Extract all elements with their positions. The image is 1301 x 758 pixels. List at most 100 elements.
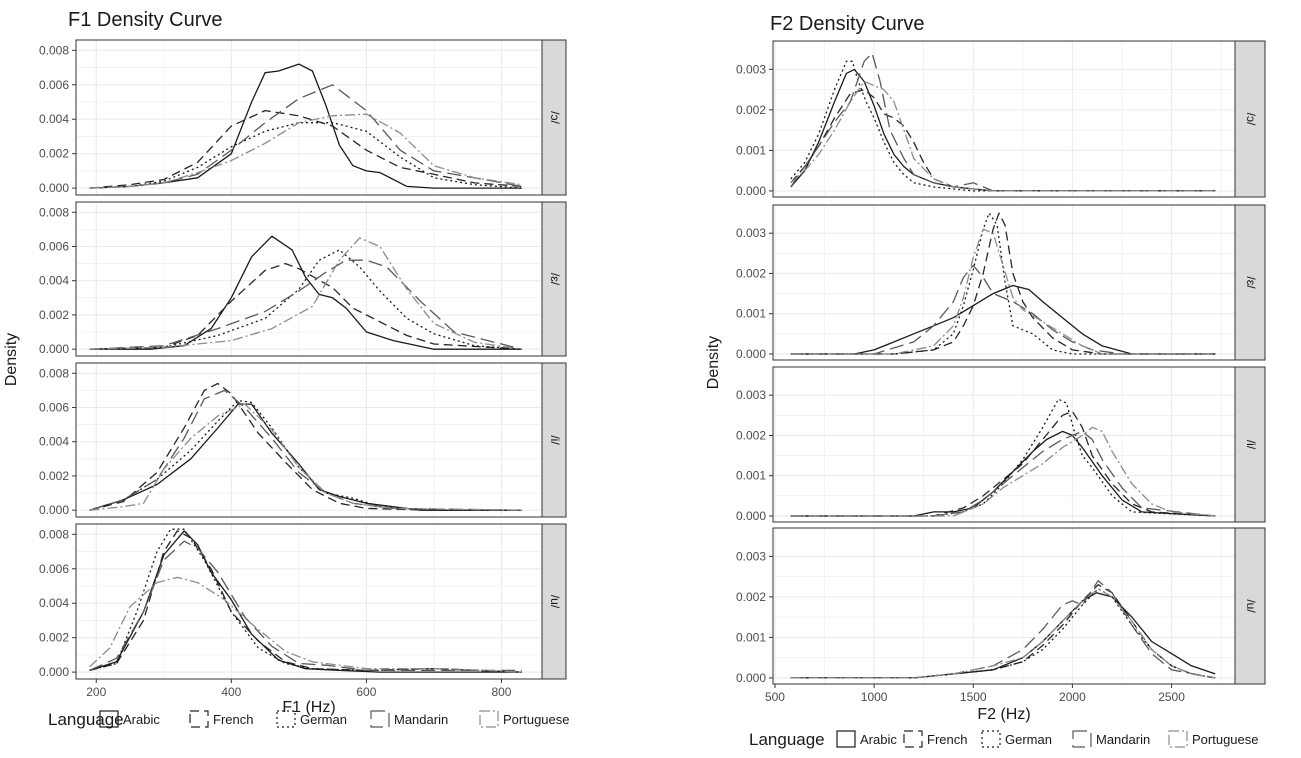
- y-tick-label: 0.002: [39, 469, 69, 483]
- series-line-portuguese: [89, 576, 522, 673]
- x-tick-label: 2000: [1059, 690, 1086, 704]
- x-tick-label: 500: [765, 690, 785, 704]
- legend-key-french: [189, 710, 209, 728]
- series-line-mandarin: [790, 264, 1216, 355]
- series-line-mandarin: [89, 540, 522, 672]
- facet-panel: 0.000 0.002 0.004 0.006 0.008/ɛ/: [39, 201, 567, 357]
- series-line-german: [89, 122, 522, 189]
- legend-key-arabic: [99, 710, 119, 728]
- y-tick-label: 0.008: [39, 366, 69, 380]
- panel-border: [772, 204, 1236, 361]
- facet-label: /u/: [548, 595, 562, 609]
- panel-border: [75, 362, 543, 518]
- facet-label: /ɛ/: [1244, 276, 1258, 289]
- x-tick-label: 800: [491, 685, 511, 699]
- y-tick-label: 0.003: [736, 388, 766, 402]
- panel-border: [772, 366, 1236, 523]
- f1-density-chart: F1 Density Curve0.0000.0020.0040.0060.00…: [3, 9, 570, 729]
- series-line-portuguese: [89, 237, 522, 350]
- y-tick-label: 0.006: [39, 78, 69, 92]
- facet-strip: [541, 523, 567, 680]
- series-line-arabic: [89, 403, 522, 511]
- y-axis-title: Density: [705, 336, 722, 389]
- legend-title: Language: [48, 710, 124, 729]
- y-tick-label: 0.000: [736, 184, 766, 198]
- series-line-german: [790, 212, 1216, 355]
- facet-panel: 0.000 0.002 0.004 0.006 0.008/u/: [39, 523, 567, 680]
- series-line-german: [89, 399, 522, 511]
- facet-label: /i/: [548, 435, 562, 445]
- facet-panel: 0.000 0.001 0.002 0.003/u/: [736, 527, 1266, 685]
- legend-key-german: [276, 710, 296, 728]
- x-tick-label: 1500: [960, 690, 987, 704]
- facet-panel: 0.000 0.002 0.004 0.006 0.008/i/: [39, 362, 567, 518]
- facet-strip: [541, 362, 567, 518]
- y-tick-label: 0.003: [736, 226, 766, 240]
- series-line-french: [790, 584, 1216, 679]
- series-line-mandarin: [89, 259, 522, 350]
- legend-title: Language: [749, 730, 825, 749]
- legend: Language Arabic French German Mandarin Portug…: [48, 710, 570, 729]
- y-tick-label: 0.000: [736, 671, 766, 685]
- series-line-german: [790, 60, 1216, 192]
- series-line-portuguese: [790, 426, 1216, 517]
- panel-border: [75, 39, 543, 196]
- legend-key-mandarin: [1072, 730, 1092, 748]
- series-line-french: [89, 382, 522, 511]
- y-tick-label: 0.004: [39, 274, 69, 288]
- legend-label-french: French: [213, 712, 253, 727]
- facet-panel: 0.000 0.001 0.002 0.003/ɔ/: [736, 40, 1266, 198]
- y-tick-label: 0.000: [736, 347, 766, 361]
- series-line-arabic: [790, 430, 1216, 517]
- facet-strip: [541, 39, 567, 196]
- facet-strip: [1234, 204, 1266, 361]
- series-line-french: [89, 262, 522, 350]
- facet-panel: 0.000 0.001 0.002 0.003/ɛ/: [736, 204, 1266, 361]
- y-tick-label: 0.008: [39, 205, 69, 219]
- y-tick-label: 0.006: [39, 239, 69, 253]
- legend-label-mandarin: Mandarin: [394, 712, 448, 727]
- legend-key-mandarin: [370, 710, 390, 728]
- facet-label: /u/: [1244, 599, 1258, 613]
- f2-density-chart: F2 Density Curve 0.000 0.001 0.002 0.003/ɔ/0…: [705, 13, 1266, 749]
- series-line-arabic: [89, 235, 522, 350]
- facet-strip: [1234, 366, 1266, 523]
- series-line-french: [89, 109, 522, 189]
- y-tick-label: 0.002: [39, 147, 69, 161]
- y-tick-label: 0.004: [39, 435, 69, 449]
- series-line-portuguese: [790, 588, 1216, 679]
- series-line-mandarin: [790, 430, 1216, 517]
- y-tick-label: 0.002: [736, 103, 766, 117]
- y-tick-label: 0.002: [736, 266, 766, 280]
- y-tick-label: 0.008: [39, 43, 69, 57]
- legend: Language Arabic French German Mandarin Portug…: [749, 730, 1259, 749]
- series-line-portuguese: [89, 113, 522, 189]
- legend-label-mandarin: Mandarin: [1096, 732, 1150, 747]
- series-line-german: [790, 588, 1216, 679]
- series-line-arabic: [790, 284, 1216, 355]
- series-line-portuguese: [790, 80, 1216, 192]
- series-line-arabic: [790, 68, 1216, 192]
- facet-label: /i/: [1244, 440, 1258, 450]
- y-tick-label: 0.002: [736, 590, 766, 604]
- y-tick-label: 0.004: [39, 596, 69, 610]
- y-tick-label: 0.001: [736, 469, 766, 483]
- legend-label-arabic: Arabic: [860, 732, 897, 747]
- legend-label-french: French: [927, 732, 967, 747]
- facet-label: /ɔ/: [548, 111, 562, 124]
- legend-key-german: [981, 730, 1001, 748]
- facet-label: /ɔ/: [1244, 113, 1258, 126]
- x-tick-label: 600: [356, 685, 376, 699]
- y-tick-label: 0.002: [39, 308, 69, 322]
- x-axis-title: F2 (Hz): [977, 706, 1030, 723]
- legend-label-german: German: [300, 712, 347, 727]
- x-tick-label: 1000: [861, 690, 888, 704]
- y-tick-label: 0.001: [736, 307, 766, 321]
- legend-key-french: [903, 730, 923, 748]
- y-tick-label: 0.002: [39, 631, 69, 645]
- series-line-mandarin: [790, 52, 1216, 192]
- facet-label: /ɛ/: [548, 273, 562, 286]
- series-line-german: [790, 398, 1216, 517]
- series-line-mandarin: [89, 84, 522, 189]
